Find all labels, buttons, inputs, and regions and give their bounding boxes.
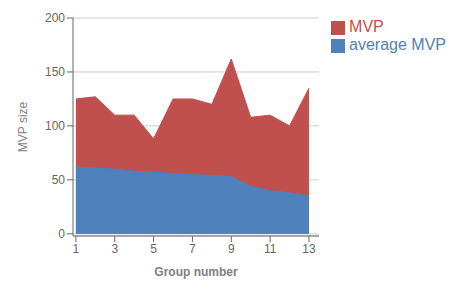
svg-text:5: 5: [150, 242, 157, 256]
svg-text:7: 7: [189, 242, 196, 256]
html-text:average MVP: average MVP: [349, 36, 446, 53]
svg-text:3: 3: [111, 242, 118, 256]
svg-text:200: 200: [45, 11, 65, 25]
svg-text:Group number: Group number: [154, 265, 238, 279]
svg-text:0: 0: [58, 227, 65, 241]
svg-text:1: 1: [73, 242, 80, 256]
svg-text:MVP size: MVP size: [16, 101, 30, 152]
svg-text:13: 13: [302, 242, 316, 256]
svg-text:9: 9: [228, 242, 235, 256]
svg-text:11: 11: [264, 242, 277, 256]
svg-text:50: 50: [52, 173, 66, 187]
html-text:MVP: MVP: [349, 18, 384, 35]
svg-text:100: 100: [45, 119, 65, 133]
svg-text:150: 150: [45, 65, 65, 79]
